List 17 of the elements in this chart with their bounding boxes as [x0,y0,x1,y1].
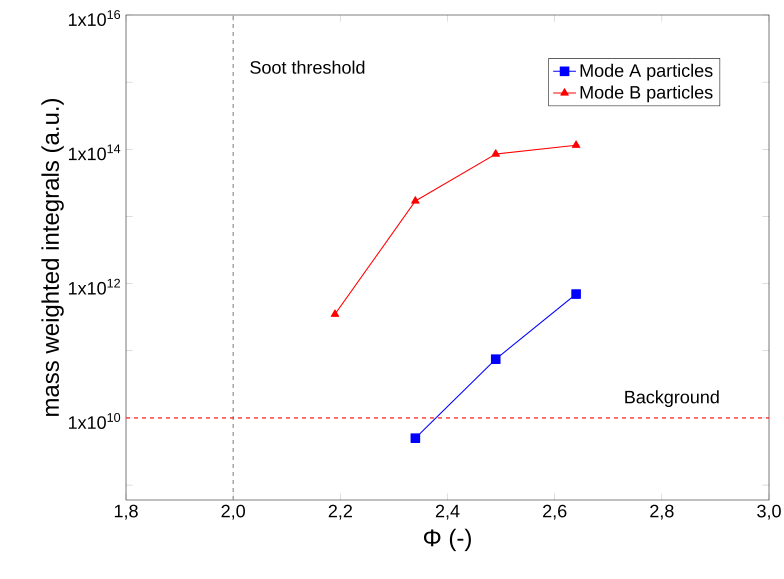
x-tick-label: 2,0 [222,504,245,520]
ref-line-label: Soot threshold [250,60,364,74]
x-tick-label: 1,8 [114,504,138,520]
x-axis-title: Φ (-) [424,528,471,552]
x-tick-label: 2,4 [436,504,460,520]
legend-label: Mode A particles [580,64,713,81]
x-tick-label: 2,2 [328,504,352,520]
y-tick-label: 1x10$^{16}$ [68,10,120,26]
ref-line-label: Background [625,390,719,408]
y-tick-label: 1x10$^{10}$ [68,413,120,429]
legend-label: Mode B particles [580,85,713,102]
x-tick-label: 3,0 [757,504,781,520]
x-tick-label: 2,6 [543,504,566,520]
y-tick-label: 1x10$^{14}$ [68,144,120,160]
y-tick-label: 1x10$^{12}$ [68,278,120,295]
x-tick-label: 2,8 [650,504,674,520]
y-axis-title: mass weighted integrals (a.u.) [41,98,64,416]
